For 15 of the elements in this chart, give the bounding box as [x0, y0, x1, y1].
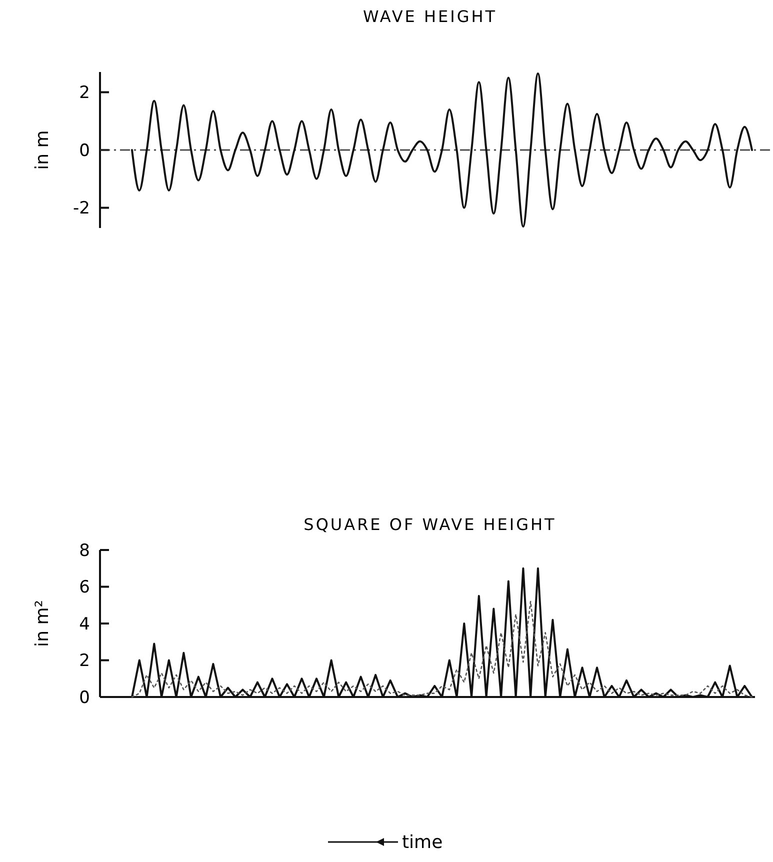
y-tick-label: 4 [79, 614, 90, 634]
y-tick-label: 0 [79, 688, 90, 708]
y-tick-label: 2 [79, 83, 90, 104]
text: time [402, 832, 443, 853]
y-axis-title: in m [32, 130, 53, 170]
line-series [131, 72, 753, 228]
y-tick-label: 2 [79, 651, 90, 672]
y-tick-label: 0 [79, 140, 90, 161]
y-tick-label: -2 [73, 198, 90, 219]
y-tick-label: 8 [79, 540, 90, 561]
line-series [131, 600, 753, 698]
y-tick-label: 6 [79, 578, 90, 598]
chart-title: SQUARE OF WAVE HEIGHT [304, 515, 556, 534]
chart-title: WAVE HEIGHT [362, 7, 498, 26]
y-axis-title: in m² [32, 600, 53, 647]
